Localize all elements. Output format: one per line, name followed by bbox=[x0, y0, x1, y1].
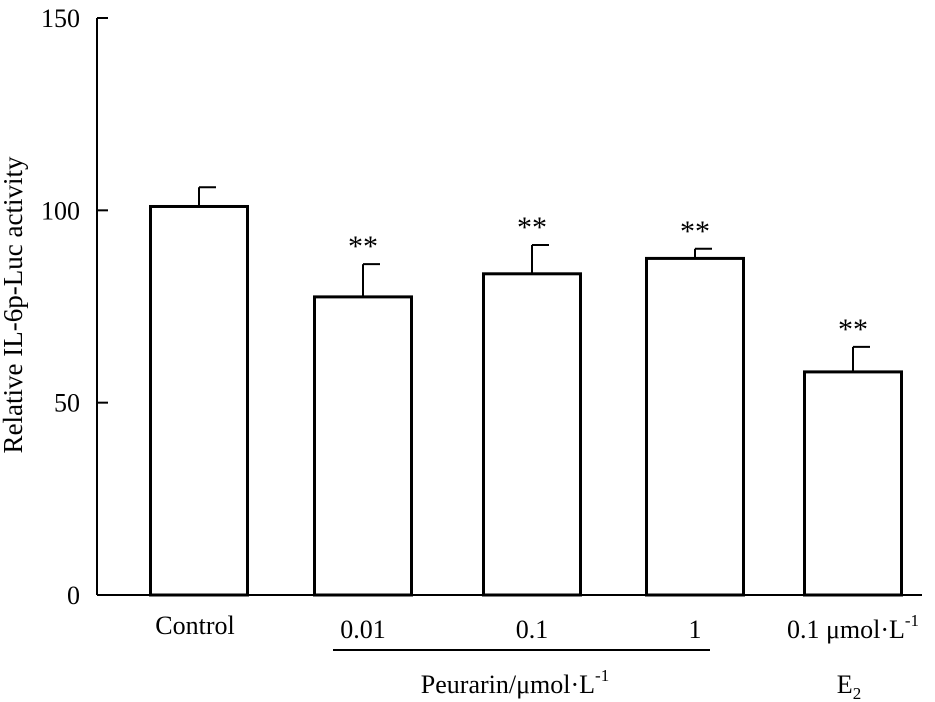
category-label: Control bbox=[155, 611, 234, 640]
group-label-superscript: -1 bbox=[595, 666, 609, 685]
y-axis-label: Relative IL-6p-Luc activity bbox=[0, 156, 28, 453]
bars bbox=[149, 186, 903, 597]
category-label: 0.01 bbox=[340, 615, 386, 644]
category-label: 0.1 μmol·L-1 bbox=[787, 611, 919, 644]
significance-mark: ** bbox=[348, 230, 378, 263]
significance-mark: ** bbox=[838, 313, 868, 346]
significance-mark: ** bbox=[680, 215, 710, 248]
bar bbox=[149, 204, 249, 597]
category-label: 0.1 bbox=[516, 615, 549, 644]
bar bbox=[803, 370, 903, 597]
e2-label: E2 bbox=[837, 670, 861, 702]
y-tick-label: 0 bbox=[67, 581, 80, 610]
bar bbox=[645, 256, 745, 597]
y-tick-label: 100 bbox=[41, 196, 80, 225]
e2-label-main: E bbox=[837, 670, 853, 699]
group-label-text: Peurarin/μmol·L bbox=[421, 670, 595, 699]
axes bbox=[96, 18, 922, 596]
y-ticks: 0 50 100 150 bbox=[41, 4, 108, 610]
group-label: Peurarin/μmol·L-1 bbox=[421, 666, 609, 699]
significance-mark: ** bbox=[517, 211, 547, 244]
category-labels: Control 0.01 0.1 1 0.1 μmol·L-1 bbox=[155, 611, 919, 644]
category-label-superscript: -1 bbox=[905, 611, 919, 630]
e2-label-subscript: 2 bbox=[853, 684, 862, 702]
y-tick-label: 50 bbox=[54, 389, 80, 418]
significance-marks: ** ** ** ** bbox=[348, 211, 868, 346]
y-tick-label: 150 bbox=[41, 4, 80, 33]
bar bbox=[482, 272, 582, 597]
category-label: 1 bbox=[689, 615, 702, 644]
bar bbox=[313, 295, 413, 597]
